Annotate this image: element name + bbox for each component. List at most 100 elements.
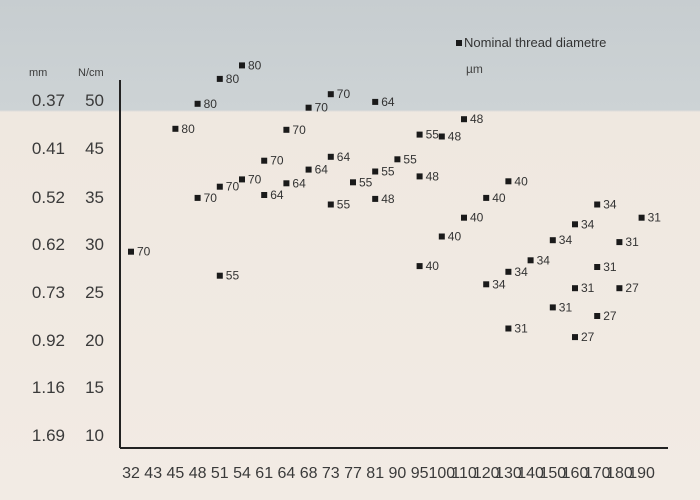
point-marker xyxy=(216,272,223,279)
legend-unit: µm xyxy=(466,62,483,76)
legend-label: Nominal thread diametre xyxy=(464,35,606,50)
point-label: 31 xyxy=(648,211,662,225)
point-marker xyxy=(216,75,223,82)
data-point: 40 xyxy=(438,230,462,244)
point-label: 27 xyxy=(603,309,617,323)
point-marker xyxy=(350,179,356,186)
point-label: 31 xyxy=(559,300,573,314)
data-point: 48 xyxy=(461,112,484,126)
data-point: 31 xyxy=(638,211,662,225)
y-tick-label-ncm: 50 xyxy=(85,91,104,110)
point-label: 31 xyxy=(603,260,617,274)
point-label: 48 xyxy=(426,169,440,183)
point-marker xyxy=(239,176,245,183)
data-point: 80 xyxy=(239,58,262,72)
data-point: 31 xyxy=(505,322,528,336)
data-point: 48 xyxy=(416,169,440,183)
point-marker xyxy=(527,257,534,264)
y-tick-label-ncm: 45 xyxy=(85,139,104,158)
x-tick-label: 130 xyxy=(495,465,522,482)
x-tick-label: 110 xyxy=(451,465,477,482)
point-label: 70 xyxy=(248,172,262,186)
x-tick-label: 54 xyxy=(233,465,251,482)
point-label: 40 xyxy=(514,174,528,188)
x-tick-label: 73 xyxy=(322,465,340,482)
y-tick-label-ncm: 35 xyxy=(85,188,104,207)
data-point: 55 xyxy=(416,128,439,142)
x-tick-label: 77 xyxy=(344,465,362,482)
point-marker xyxy=(505,178,512,185)
data-point: 55 xyxy=(350,175,373,189)
data-point: 70 xyxy=(239,172,262,186)
point-label: 40 xyxy=(448,230,462,244)
data-point: 34 xyxy=(549,233,572,247)
point-label: 64 xyxy=(292,176,306,190)
data-point: 34 xyxy=(527,253,551,267)
x-tick-label: 90 xyxy=(389,465,407,482)
point-marker xyxy=(261,157,268,164)
data-point: 70 xyxy=(327,87,350,101)
x-tick-label: 64 xyxy=(278,465,296,482)
point-marker xyxy=(283,180,290,187)
x-tick-label: 150 xyxy=(539,465,566,482)
x-tick-label: 160 xyxy=(562,465,589,482)
y-tick-label-ncm: 20 xyxy=(85,331,104,350)
data-point: 64 xyxy=(305,163,328,177)
x-tick-label: 61 xyxy=(255,465,273,482)
data-point: 70 xyxy=(194,191,217,205)
point-marker xyxy=(616,285,623,292)
point-marker xyxy=(194,194,201,201)
point-marker xyxy=(372,168,379,175)
data-point: 31 xyxy=(594,260,617,274)
point-label: 80 xyxy=(226,72,240,86)
point-marker xyxy=(416,263,423,270)
x-tick-label: 45 xyxy=(167,465,185,482)
point-label: 27 xyxy=(625,281,639,295)
point-label: 27 xyxy=(581,330,595,344)
data-point: 70 xyxy=(216,180,239,194)
point-label: 70 xyxy=(270,154,284,168)
axes xyxy=(119,80,668,449)
point-label: 80 xyxy=(248,58,262,72)
data-point: 40 xyxy=(461,211,484,225)
data-point: 40 xyxy=(483,191,506,205)
legend: Nominal thread diametre µm xyxy=(456,35,606,76)
point-marker xyxy=(438,233,445,240)
point-marker xyxy=(372,195,379,202)
point-marker xyxy=(239,62,245,69)
point-marker xyxy=(416,173,423,180)
x-tick-label: 170 xyxy=(584,465,611,482)
data-point: 70 xyxy=(305,101,329,115)
data-point: 27 xyxy=(594,309,617,323)
x-tick-label: 190 xyxy=(628,465,655,482)
point-marker xyxy=(438,133,445,140)
point-label: 80 xyxy=(204,97,218,111)
point-marker xyxy=(549,304,556,311)
data-point: 31 xyxy=(549,300,573,314)
x-tick-label: 48 xyxy=(189,465,207,482)
x-tick-label: 180 xyxy=(606,465,633,482)
data-point: 40 xyxy=(416,259,439,273)
point-marker xyxy=(261,192,268,198)
point-label: 40 xyxy=(470,211,484,225)
point-marker xyxy=(305,166,312,173)
point-marker xyxy=(616,239,623,246)
y-tick-label-mm: 0.37 xyxy=(32,91,65,110)
x-tick-label: 32 xyxy=(122,465,140,482)
point-marker xyxy=(461,214,467,221)
data-point: 27 xyxy=(616,281,639,295)
point-label: 70 xyxy=(315,101,329,115)
point-marker xyxy=(572,221,578,228)
point-label: 70 xyxy=(292,123,306,137)
point-label: 34 xyxy=(537,253,551,267)
point-marker xyxy=(483,281,490,288)
point-label: 48 xyxy=(470,112,484,126)
point-label: 31 xyxy=(581,281,595,295)
x-tick-label: 95 xyxy=(411,465,429,482)
point-marker xyxy=(305,104,312,111)
point-marker xyxy=(416,131,423,138)
point-label: 34 xyxy=(514,265,528,279)
point-label: 31 xyxy=(625,235,639,249)
data-point: 55 xyxy=(216,269,239,283)
point-marker xyxy=(327,91,334,98)
